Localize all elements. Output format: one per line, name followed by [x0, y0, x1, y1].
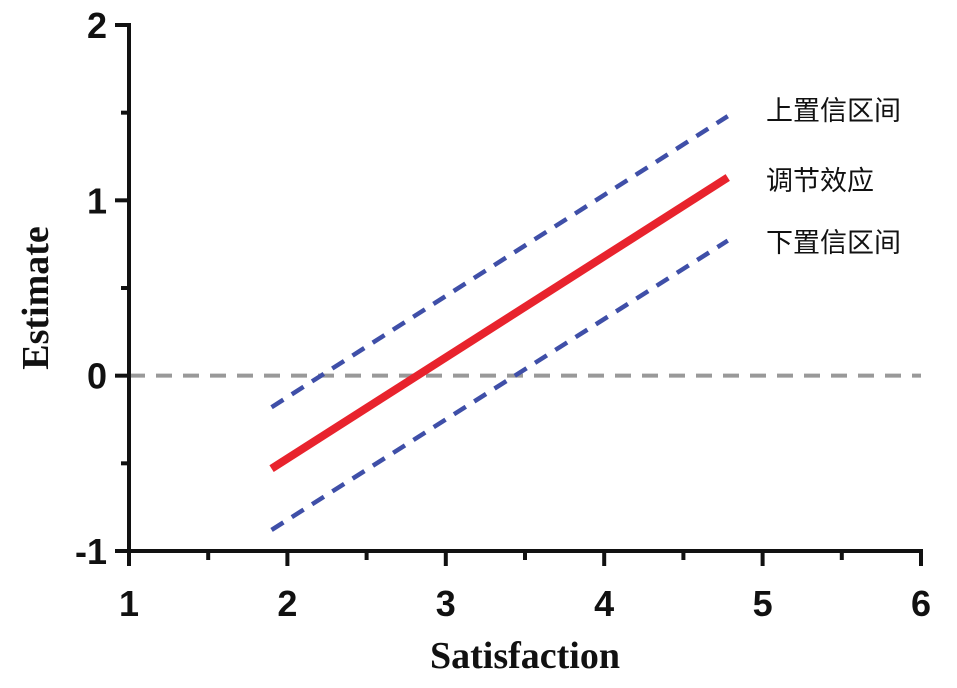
- x-tick-label: 6: [911, 583, 931, 624]
- legend-label-2: 下置信区间: [766, 228, 901, 259]
- x-tick-label: 5: [753, 583, 773, 624]
- y-axis-title: Estimate: [15, 226, 57, 370]
- axis-layer: 1 2 3 4 5 6 -1 0 1 2: [75, 5, 931, 624]
- series-line-1: [269, 174, 730, 472]
- x-tick-label: 1: [119, 583, 139, 624]
- x-tick-label: 2: [277, 583, 297, 624]
- y-tick-label: 0: [87, 356, 107, 397]
- series-line-0: [270, 114, 729, 410]
- legend-label-0: 上置信区间: [766, 96, 901, 127]
- y-tick-label: 1: [87, 180, 107, 221]
- x-tick-label: 3: [436, 583, 456, 624]
- y-tick-label: -1: [75, 531, 107, 572]
- x-tick-label: 4: [594, 583, 614, 624]
- series-line-2: [270, 238, 729, 532]
- series-layer: [269, 114, 730, 532]
- x-axis-title: Satisfaction: [430, 635, 620, 677]
- y-tick-label: 2: [87, 5, 107, 46]
- legend-label-1: 调节效应: [766, 166, 874, 197]
